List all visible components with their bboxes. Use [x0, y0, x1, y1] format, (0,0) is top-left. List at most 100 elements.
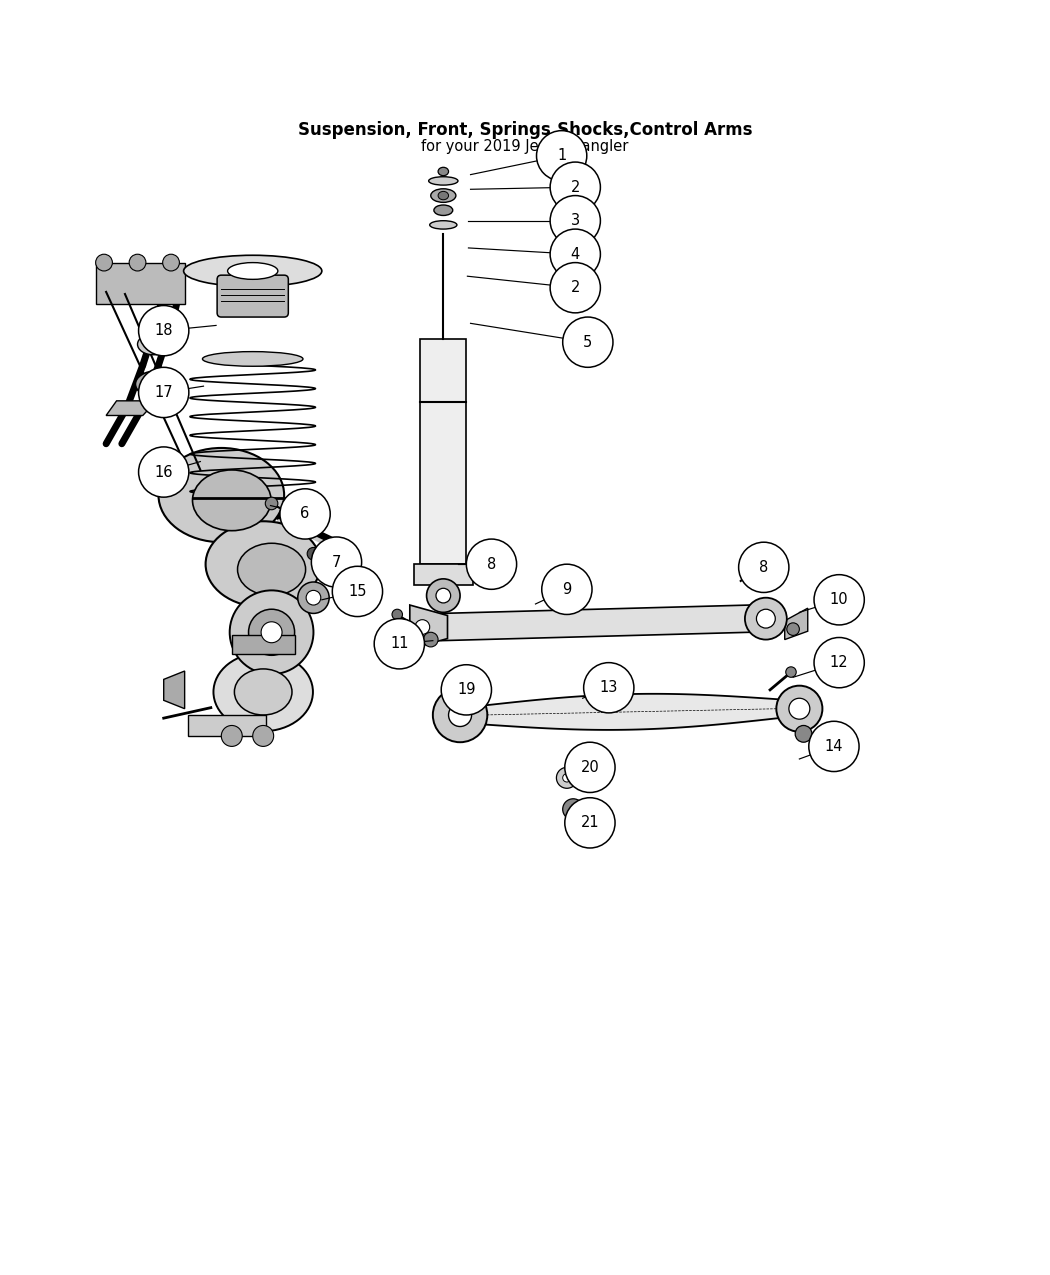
Ellipse shape	[237, 543, 306, 595]
Circle shape	[744, 598, 786, 640]
Text: 19: 19	[457, 682, 476, 697]
Polygon shape	[784, 608, 807, 640]
Text: 1: 1	[558, 148, 566, 163]
Circle shape	[261, 622, 282, 643]
Circle shape	[139, 306, 189, 356]
Circle shape	[565, 798, 615, 848]
Polygon shape	[441, 606, 750, 640]
Ellipse shape	[192, 470, 271, 530]
Circle shape	[550, 230, 601, 279]
Circle shape	[542, 565, 592, 615]
Text: 11: 11	[391, 636, 408, 652]
Polygon shape	[420, 339, 466, 565]
Text: 17: 17	[154, 385, 173, 400]
Ellipse shape	[228, 263, 278, 279]
Circle shape	[139, 448, 189, 497]
Circle shape	[253, 725, 274, 746]
Text: 14: 14	[824, 740, 843, 754]
Circle shape	[565, 742, 615, 793]
Circle shape	[584, 663, 634, 713]
Circle shape	[776, 686, 822, 732]
Circle shape	[563, 774, 571, 782]
Ellipse shape	[234, 669, 292, 715]
Circle shape	[222, 725, 243, 746]
Polygon shape	[164, 671, 185, 709]
Circle shape	[392, 609, 402, 620]
Bar	[96, 263, 185, 305]
Text: 5: 5	[583, 334, 592, 349]
FancyBboxPatch shape	[217, 275, 289, 317]
Ellipse shape	[135, 371, 177, 398]
Text: 18: 18	[154, 323, 173, 338]
Circle shape	[415, 620, 429, 635]
Text: 12: 12	[830, 655, 848, 671]
Circle shape	[785, 667, 796, 677]
Text: 4: 4	[570, 247, 580, 261]
Circle shape	[738, 542, 789, 593]
Bar	[232, 635, 295, 654]
Text: 13: 13	[600, 681, 618, 695]
Circle shape	[556, 768, 578, 788]
Circle shape	[298, 581, 329, 613]
Circle shape	[550, 162, 601, 213]
Ellipse shape	[159, 448, 285, 542]
Circle shape	[808, 722, 859, 771]
Ellipse shape	[430, 189, 456, 203]
Circle shape	[441, 664, 491, 715]
Polygon shape	[410, 606, 447, 649]
Circle shape	[436, 588, 450, 603]
Text: 15: 15	[349, 584, 366, 599]
Circle shape	[312, 537, 361, 588]
Circle shape	[426, 579, 460, 612]
Circle shape	[786, 623, 799, 635]
Circle shape	[550, 195, 601, 246]
Text: 10: 10	[830, 593, 848, 607]
Circle shape	[537, 130, 587, 181]
Ellipse shape	[428, 177, 458, 185]
Circle shape	[129, 254, 146, 272]
Circle shape	[448, 704, 471, 727]
Ellipse shape	[184, 255, 322, 287]
Polygon shape	[106, 400, 156, 416]
Ellipse shape	[434, 205, 453, 215]
Circle shape	[332, 566, 382, 617]
Circle shape	[454, 687, 466, 699]
Circle shape	[230, 590, 314, 674]
Circle shape	[789, 699, 810, 719]
Ellipse shape	[206, 521, 321, 607]
Text: 8: 8	[759, 560, 769, 575]
Ellipse shape	[203, 352, 303, 366]
Bar	[188, 715, 267, 736]
Circle shape	[308, 547, 320, 560]
Text: for your 2019 Jeep Wrangler: for your 2019 Jeep Wrangler	[421, 139, 629, 154]
Text: 9: 9	[562, 581, 571, 597]
Text: 2: 2	[570, 180, 580, 195]
Circle shape	[563, 317, 613, 367]
Circle shape	[433, 687, 487, 742]
Circle shape	[280, 488, 330, 539]
Text: 21: 21	[581, 815, 600, 830]
Circle shape	[139, 367, 189, 418]
Text: 7: 7	[332, 555, 341, 570]
Circle shape	[249, 609, 295, 655]
Circle shape	[814, 575, 864, 625]
Circle shape	[563, 798, 584, 820]
Circle shape	[307, 590, 321, 606]
Circle shape	[163, 254, 180, 272]
Circle shape	[795, 725, 812, 742]
Circle shape	[146, 374, 167, 394]
Text: 20: 20	[581, 760, 600, 775]
Text: 16: 16	[154, 464, 173, 479]
Circle shape	[756, 609, 775, 629]
Circle shape	[466, 539, 517, 589]
Circle shape	[752, 561, 762, 571]
Text: 2: 2	[570, 280, 580, 296]
Ellipse shape	[429, 221, 457, 230]
Ellipse shape	[438, 191, 448, 200]
Circle shape	[550, 263, 601, 312]
Circle shape	[374, 618, 424, 669]
Polygon shape	[414, 565, 473, 585]
Ellipse shape	[213, 653, 313, 732]
Circle shape	[266, 497, 278, 510]
Text: Suspension, Front, Springs,Shocks,Control Arms: Suspension, Front, Springs,Shocks,Contro…	[298, 121, 752, 139]
